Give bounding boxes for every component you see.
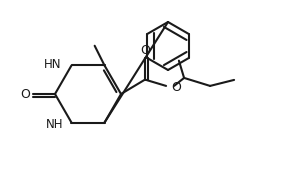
Text: HN: HN — [44, 58, 61, 71]
Text: O: O — [171, 81, 181, 94]
Text: NH: NH — [46, 118, 64, 131]
Text: O: O — [140, 44, 150, 57]
Text: O: O — [20, 87, 30, 100]
